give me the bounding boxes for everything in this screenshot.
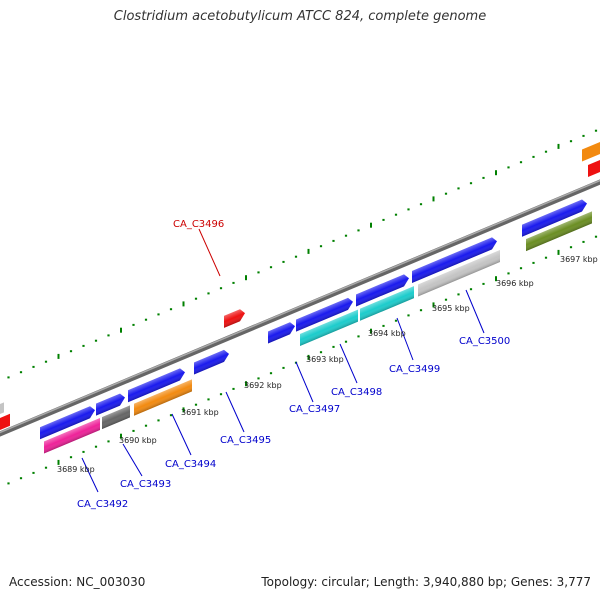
gene-shade bbox=[268, 322, 295, 344]
gene-shade bbox=[418, 249, 500, 297]
gene-shade bbox=[224, 309, 245, 328]
gene-label[interactable]: CA_C3495 bbox=[220, 435, 271, 446]
leader-line bbox=[225, 391, 245, 433]
gene-box[interactable] bbox=[582, 137, 600, 162]
gene-arrow[interactable] bbox=[96, 392, 125, 416]
gene-arrow[interactable] bbox=[356, 272, 409, 307]
gene-shade bbox=[296, 297, 353, 332]
kbp-label: 3693 kbp bbox=[306, 355, 344, 364]
gene-shade bbox=[522, 199, 587, 237]
kbp-label: 3690 kbp bbox=[119, 436, 157, 445]
gene-box[interactable] bbox=[588, 155, 600, 178]
gene-shade bbox=[526, 211, 592, 252]
gene-shade bbox=[412, 237, 497, 283]
kbp-label: 3697 kbp bbox=[560, 255, 598, 264]
kbp-label: 3695 kbp bbox=[432, 304, 470, 313]
gene-shade bbox=[40, 406, 95, 440]
upper-tick-row bbox=[7, 129, 598, 379]
leader-line bbox=[295, 361, 314, 403]
gene-box[interactable] bbox=[360, 286, 414, 321]
accession-label: Accession: NC_003030 bbox=[9, 575, 146, 589]
kbp-label: 3689 kbp bbox=[57, 465, 95, 474]
kbp-label: 3694 kbp bbox=[368, 329, 406, 338]
leader-line bbox=[122, 443, 143, 477]
gene-arrow[interactable] bbox=[40, 404, 95, 440]
gene-label[interactable]: CA_C3499 bbox=[389, 364, 440, 375]
leader-line bbox=[465, 289, 485, 334]
leader-lines bbox=[81, 289, 485, 493]
leader-line bbox=[81, 457, 99, 493]
gene-shade bbox=[102, 405, 130, 430]
leader-line-red bbox=[198, 228, 221, 277]
gene-label[interactable]: CA_C3498 bbox=[331, 387, 382, 398]
gene-box[interactable] bbox=[134, 379, 192, 416]
kbp-label: 3696 kbp bbox=[496, 279, 534, 288]
gene-arrow[interactable] bbox=[194, 348, 229, 375]
gene-shade bbox=[360, 286, 414, 321]
leader-line bbox=[396, 317, 414, 361]
gene-shade bbox=[134, 379, 192, 416]
gene-label[interactable]: CA_C3497 bbox=[289, 404, 340, 415]
gene-box[interactable] bbox=[0, 413, 10, 432]
gene-shade bbox=[300, 309, 358, 346]
gene-arrow[interactable] bbox=[296, 296, 353, 332]
gene-arrow[interactable] bbox=[268, 320, 295, 344]
gene-shade bbox=[44, 417, 100, 454]
kbp-label: 3691 kbp bbox=[181, 408, 219, 417]
gene-box[interactable] bbox=[44, 417, 100, 454]
gene-label[interactable]: CA_C3500 bbox=[459, 336, 510, 347]
gene-body bbox=[588, 155, 600, 178]
gene-box[interactable] bbox=[526, 211, 592, 252]
kbp-labels: 3689 kbp 3690 kbp 3691 kbp 3692 kbp 3693… bbox=[57, 255, 598, 474]
gene-labels: CA_C3492 CA_C3493 CA_C3494 CA_C3495 CA_C… bbox=[77, 219, 510, 510]
genome-title: Clostridium acetobutylicum ATCC 824, com… bbox=[113, 9, 487, 24]
gene-label[interactable]: CA_C3494 bbox=[165, 459, 216, 470]
gene-box[interactable] bbox=[300, 309, 358, 346]
gene-shade bbox=[96, 393, 125, 416]
backbone-highlight bbox=[0, 179, 600, 434]
gene-body bbox=[0, 413, 10, 432]
gene-body bbox=[582, 137, 600, 162]
gene-arrow[interactable] bbox=[412, 235, 497, 283]
gene-label[interactable]: CA_C3493 bbox=[120, 479, 171, 490]
gene-box-red[interactable] bbox=[224, 307, 245, 328]
gene-shade bbox=[356, 274, 409, 307]
leader-line bbox=[171, 413, 192, 456]
gene-arrow[interactable] bbox=[522, 197, 587, 237]
gene-shade bbox=[194, 349, 229, 375]
gene-label[interactable]: CA_C3492 bbox=[77, 499, 128, 510]
leader-line bbox=[339, 343, 358, 384]
gene-label-red[interactable]: CA_C3496 bbox=[173, 219, 224, 230]
gene-arrow[interactable] bbox=[128, 366, 185, 403]
gene-body bbox=[0, 402, 4, 416]
gene-box[interactable] bbox=[102, 405, 130, 430]
genome-summary: Topology: circular; Length: 3,940,880 bp… bbox=[261, 575, 591, 589]
gene-box[interactable] bbox=[0, 402, 4, 416]
gene-shade bbox=[128, 368, 185, 403]
gene-box[interactable] bbox=[418, 249, 500, 297]
kbp-label: 3692 kbp bbox=[244, 381, 282, 390]
lower-tick-row bbox=[7, 235, 598, 485]
backbone-line bbox=[0, 179, 600, 437]
